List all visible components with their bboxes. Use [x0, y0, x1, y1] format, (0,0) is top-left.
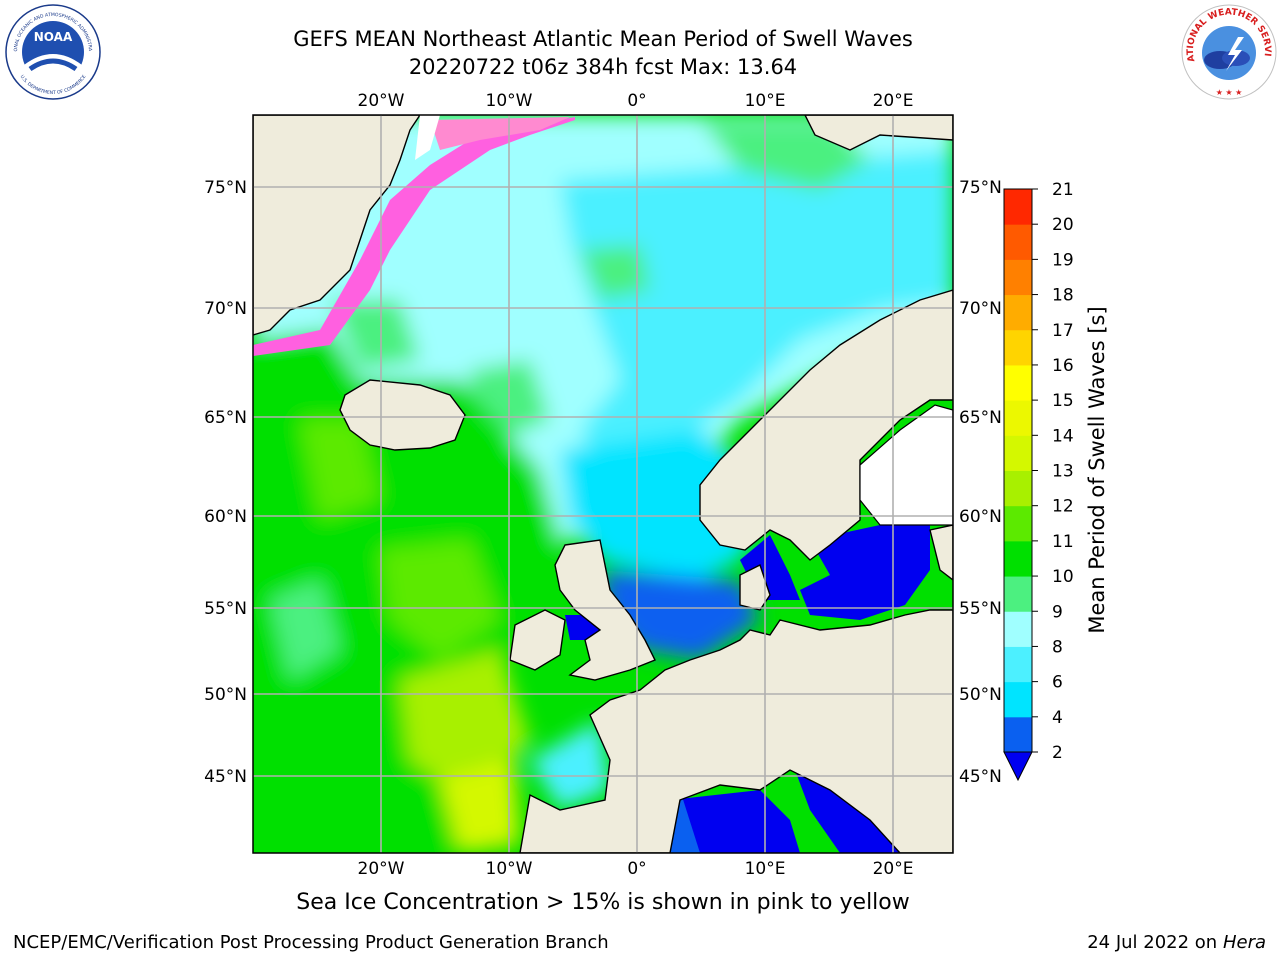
colorbar: 2 4 6 8 9 10 11 12 13 14 15 16 17 18 19 20 21	[1003, 180, 1074, 782]
colorbar-segment	[1004, 470, 1032, 507]
colorbar-tick-label: 19	[1052, 250, 1074, 270]
sea-ice-caption: Sea Ice Concentration > 15% is shown in …	[296, 890, 910, 915]
scandinavia	[699, 289, 953, 561]
lon-labels-bottom: 20°W 10°W 0° 10°E 20°E	[358, 859, 914, 879]
lat-label: 50°N	[959, 685, 1002, 705]
colorbar-segment	[1004, 646, 1032, 683]
colorbar-segment	[1004, 611, 1032, 647]
lon-label: 20°W	[358, 859, 405, 879]
greenland	[253, 115, 421, 336]
footer-date-text: 24 Jul 2022 on	[1087, 932, 1218, 953]
great-britain	[554, 539, 656, 681]
lon-label: 20°E	[873, 859, 914, 879]
colorbar-tick-label: 6	[1052, 673, 1063, 693]
colorbar-segment	[1004, 681, 1032, 718]
colorbar-segment	[1004, 294, 1032, 331]
continental-europe	[519, 609, 953, 853]
lon-label: 10°W	[486, 859, 533, 879]
colorbar-segment	[1004, 329, 1032, 366]
colorbar-tick-label: 10	[1052, 567, 1074, 587]
colorbar-segment	[1004, 576, 1032, 612]
lat-label: 45°N	[959, 767, 1002, 787]
lat-label: 45°N	[204, 767, 247, 787]
colorbar-segment	[1004, 435, 1032, 471]
colorbar-tick-label: 17	[1052, 321, 1074, 341]
footer-date: 24 Jul 2022 on Hera	[1087, 932, 1266, 953]
no-data-north	[415, 115, 440, 160]
svalbard	[804, 115, 953, 151]
lon-labels-top: 20°W 10°W 0° 10°E 20°E	[358, 91, 914, 111]
colorbar-tick-label: 21	[1052, 180, 1074, 200]
lat-labels-left: 75°N 70°N 65°N 60°N 55°N 50°N 45°N	[204, 178, 247, 787]
colorbar-label: Mean Period of Swell Waves [s]	[1085, 306, 1109, 634]
lat-label: 55°N	[204, 599, 247, 619]
colorbar-segment	[1004, 224, 1032, 260]
colorbar-segment	[1004, 540, 1032, 577]
lat-label: 70°N	[959, 299, 1002, 319]
title-line-2: 20220722 t06z 384h fcst Max: 13.64	[408, 55, 798, 79]
noaa-logo: NOAA NATIONAL OCEANIC AND ATMOSPHERIC AD…	[4, 3, 101, 100]
nws-logo: NATIONAL WEATHER SERVICE ★ ★ ★	[1180, 3, 1277, 100]
colorbar-tick-label: 18	[1052, 286, 1074, 306]
lat-label: 60°N	[959, 507, 1002, 527]
lat-label: 50°N	[204, 685, 247, 705]
colorbar-segment	[1004, 716, 1032, 753]
lon-label: 10°W	[486, 91, 533, 111]
colorbar-tick-label: 4	[1052, 708, 1063, 728]
gridlines	[253, 115, 953, 853]
baltic-sea	[800, 525, 930, 620]
lat-label: 70°N	[204, 299, 247, 319]
lat-label: 60°N	[204, 507, 247, 527]
colorbar-segment	[1004, 364, 1032, 401]
lon-label: 0°	[627, 91, 646, 111]
ireland	[509, 609, 566, 671]
colorbar-tick-label: 13	[1052, 462, 1074, 482]
western-mediterranean	[670, 790, 800, 853]
map-area	[253, 115, 953, 853]
lon-label: 0°	[627, 859, 646, 879]
lat-label: 55°N	[959, 599, 1002, 619]
nws-stars: ★ ★ ★	[1216, 88, 1243, 97]
lat-label: 65°N	[959, 408, 1002, 428]
lat-label: 75°N	[204, 178, 247, 198]
footer-producer: NCEP/EMC/Verification Post Processing Pr…	[13, 932, 609, 953]
colorbar-tick-label: 8	[1052, 637, 1063, 657]
colorbar-tick-label: 14	[1052, 426, 1074, 446]
no-data-area	[859, 404, 953, 526]
colorbar-segment	[1004, 505, 1032, 542]
sea-ice-interior	[430, 117, 570, 150]
colorbar-tick-label: 9	[1052, 602, 1063, 622]
lon-label: 10°E	[745, 91, 786, 111]
lat-label: 75°N	[959, 178, 1002, 198]
land	[253, 115, 953, 853]
lat-labels-right: 75°N 70°N 65°N 60°N 55°N 50°N 45°N	[959, 178, 1002, 787]
lon-label: 20°E	[873, 91, 914, 111]
colorbar-segment	[1004, 259, 1032, 296]
lon-label: 20°W	[358, 91, 405, 111]
lon-label: 10°E	[745, 859, 786, 879]
finland-east	[929, 524, 953, 581]
map-frame	[252, 114, 954, 854]
colorbar-tick-label: 11	[1052, 532, 1074, 552]
lat-label: 65°N	[204, 408, 247, 428]
colorbar-tick-label: 20	[1052, 215, 1074, 235]
colorbar-tick-label: 2	[1052, 743, 1063, 763]
iceland	[339, 379, 466, 451]
footer-machine: Hera	[1222, 932, 1266, 953]
colorbar-tick-label: 12	[1052, 497, 1074, 517]
colorbar-under-arrow	[1003, 751, 1033, 782]
noaa-logo-text: NOAA	[34, 30, 73, 44]
colorbar-segment	[1004, 189, 1032, 225]
title-line-1: GEFS MEAN Northeast Atlantic Mean Period…	[293, 27, 913, 51]
colorbar-tick-label: 16	[1052, 356, 1074, 376]
colorbar-segment	[1004, 400, 1032, 436]
adriatic-sea	[795, 770, 900, 853]
colorbar-tick-label: 15	[1052, 391, 1074, 411]
